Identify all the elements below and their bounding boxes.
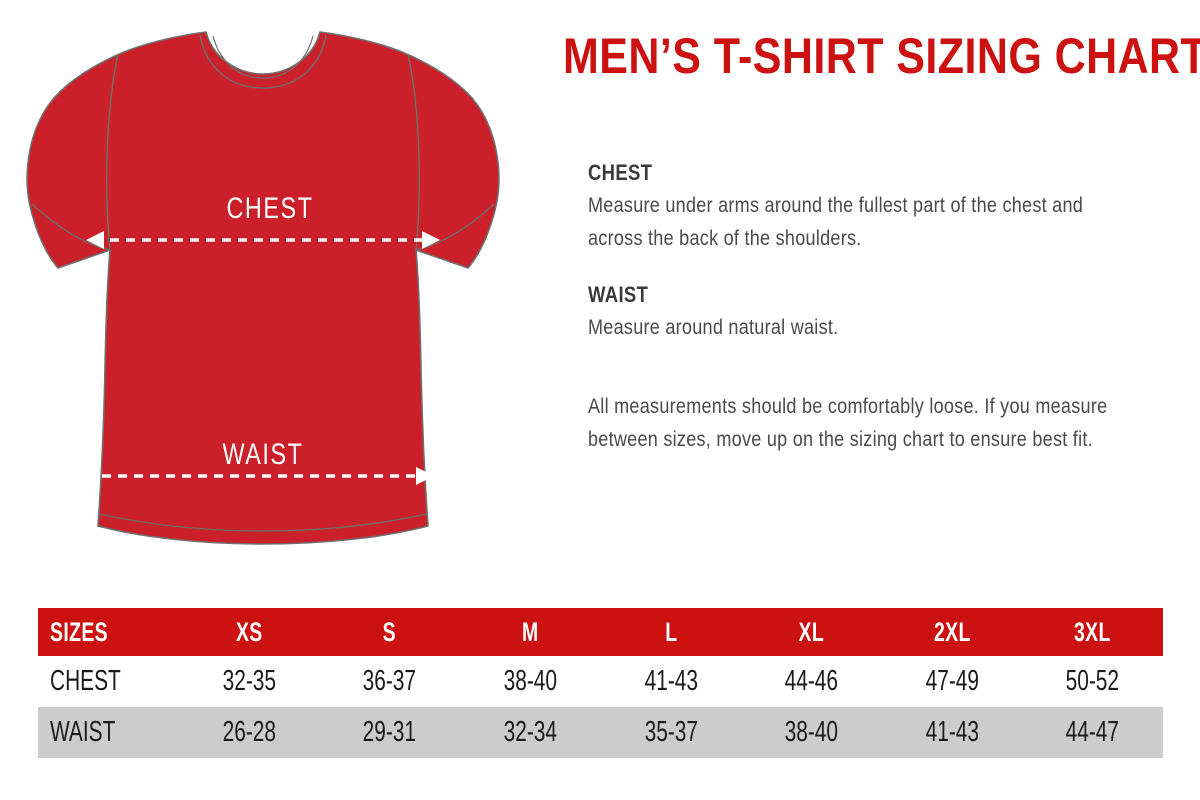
chest-value-3xl: 50-52 <box>1022 656 1163 707</box>
note-spacer <box>588 344 1118 390</box>
section-spacer <box>588 255 1118 282</box>
sleeve-seam-left <box>106 53 119 251</box>
table-row-waist: WAIST 26-28 29-31 32-34 35-37 38-40 41-4… <box>38 707 1163 758</box>
info-panel: MEN’S T-SHIRT SIZING CHART CHEST Measure… <box>563 0 1200 600</box>
chest-value-xl: 44-46 <box>741 656 882 707</box>
general-note-text: All measurements should be comfortably l… <box>588 395 1108 451</box>
header-cell-m: M <box>459 608 601 656</box>
header-cell-2xl: 2XL <box>881 608 1023 656</box>
waist-value-s: 29-31 <box>319 707 460 758</box>
chest-value-l: 41-43 <box>600 656 742 707</box>
collar-stitch-inner <box>212 35 314 79</box>
page-title: MEN’S T-SHIRT SIZING CHART <box>563 28 1200 84</box>
waist-value-m: 32-34 <box>459 707 601 758</box>
waist-value-xs: 26-28 <box>178 707 320 758</box>
waist-value-2xl: 41-43 <box>881 707 1023 758</box>
header-cell-sizes: SIZES <box>38 608 179 656</box>
size-chart-table: SIZES XS S M L XL 2XL 3XL <box>38 608 1163 758</box>
sleeve-seam-right <box>407 53 420 251</box>
chest-value-xs: 32-35 <box>178 656 320 707</box>
waist-value-xl: 38-40 <box>741 707 882 758</box>
header-cell-xl: XL <box>741 608 882 656</box>
shirt-body-shape <box>26 31 500 545</box>
top-section: CHEST WAIST MEN’S T-SHIRT SIZING CHART C… <box>0 0 1200 600</box>
table-header-row: SIZES XS S M L XL 2XL 3XL <box>38 608 1163 656</box>
header-cell-s: S <box>319 608 460 656</box>
waist-section-text: Measure around natural waist. <box>588 316 839 339</box>
collar-stitch-outer <box>199 34 327 89</box>
waist-arrow-label: WAIST <box>222 438 304 471</box>
chest-measure-arrow <box>86 231 440 249</box>
waist-measure-arrow <box>78 467 434 485</box>
row-label-chest: CHEST <box>38 656 179 707</box>
header-cell-l: L <box>600 608 742 656</box>
waist-value-l: 35-37 <box>600 707 742 758</box>
chest-section-text: Measure under arms around the fullest pa… <box>588 194 1084 250</box>
bottom-hem-stitch <box>98 513 428 532</box>
waist-value-3xl: 44-47 <box>1022 707 1163 758</box>
header-cell-3xl: 3XL <box>1022 608 1163 656</box>
chest-value-m: 38-40 <box>459 656 601 707</box>
table-row-chest: CHEST 32-35 36-37 38-40 41-43 44-46 47-4… <box>38 656 1163 707</box>
chest-section-heading: CHEST <box>588 160 653 185</box>
row-label-waist: WAIST <box>38 707 179 758</box>
header-cell-xs: XS <box>178 608 320 656</box>
t-shirt-front-diagram <box>26 31 500 545</box>
chest-value-s: 36-37 <box>319 656 460 707</box>
measurement-instructions: CHEST Measure under arms around the full… <box>588 160 1118 456</box>
t-shirt-illustration-panel: CHEST WAIST <box>0 0 540 600</box>
chest-value-2xl: 47-49 <box>881 656 1023 707</box>
waist-section-heading: WAIST <box>588 282 649 307</box>
chest-arrow-label: CHEST <box>226 192 314 225</box>
